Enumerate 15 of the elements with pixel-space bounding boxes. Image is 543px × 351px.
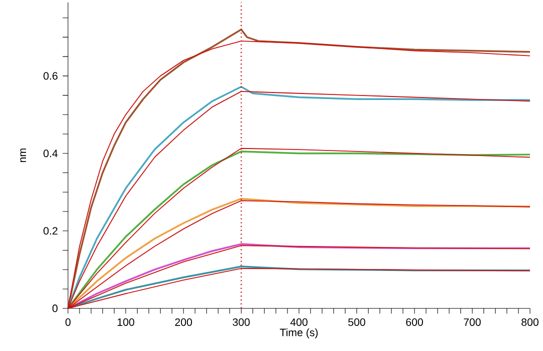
y-tick-label: 0.2	[44, 227, 58, 235]
x-tick-label: 600	[406, 318, 423, 326]
y-tick-label: 0	[52, 304, 58, 312]
x-tick-label: 500	[348, 318, 366, 326]
x-tick-label: 800	[522, 318, 538, 326]
y-tick-label: 0.4	[44, 150, 58, 158]
x-tick-label: 100	[118, 318, 134, 326]
x-tick-label: 700	[464, 318, 481, 326]
x-tick-label: 400	[290, 318, 308, 326]
y-tick-label: 0.6	[44, 72, 58, 80]
x-axis-title: Time (s)	[280, 328, 318, 338]
x-tick-label: 0	[65, 318, 71, 326]
y-axis-title: nm	[20, 148, 26, 162]
x-tick-label: 200	[175, 318, 192, 326]
x-tick-label: 300	[232, 318, 250, 326]
